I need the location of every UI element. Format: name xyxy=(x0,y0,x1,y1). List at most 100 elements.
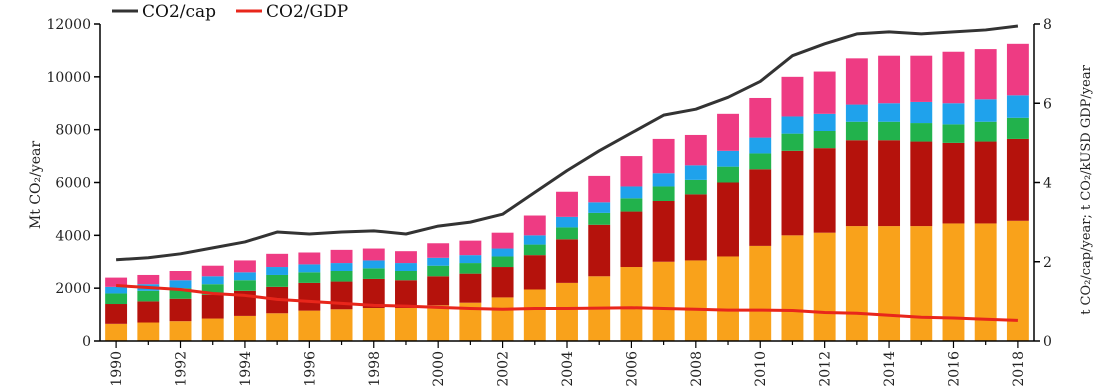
bar-segment-2013-0 xyxy=(845,226,868,341)
bar-segment-1992-2 xyxy=(169,288,192,299)
x-tick-label: 2018 xyxy=(1011,351,1027,387)
bar-segment-2000-1 xyxy=(427,276,450,306)
bar-segment-2002-4 xyxy=(491,232,514,249)
bar-segment-2011-3 xyxy=(781,116,804,134)
bar-segment-2013-3 xyxy=(845,104,868,122)
y-right-tick-label: 4 xyxy=(1043,176,1052,192)
bar-segment-1992-3 xyxy=(169,280,192,289)
bar-segment-1999-4 xyxy=(395,251,417,264)
bar-segment-2009-3 xyxy=(717,150,739,167)
bar-segment-2017-1 xyxy=(974,141,997,224)
y-left-tick-label: 8000 xyxy=(55,123,91,139)
bar-segment-2018-1 xyxy=(1006,138,1029,221)
bar-stack-group xyxy=(105,43,1029,341)
bar-segment-1997-0 xyxy=(330,309,353,341)
bar-segment-2007-2 xyxy=(652,186,675,201)
bar-segment-2005-3 xyxy=(588,202,611,213)
bar-segment-2017-3 xyxy=(974,99,997,122)
x-tick-label: 2016 xyxy=(946,351,962,387)
bar-segment-2006-3 xyxy=(620,186,643,199)
y-right-tick-label: 8 xyxy=(1043,17,1052,33)
bar-segment-2009-4 xyxy=(717,113,739,151)
bar-segment-2008-1 xyxy=(684,194,707,261)
bar-segment-1996-4 xyxy=(298,252,321,265)
bar-segment-2007-0 xyxy=(652,261,675,341)
bar-segment-2001-0 xyxy=(459,302,482,341)
bar-segment-2004-4 xyxy=(556,191,578,217)
bar-segment-2014-3 xyxy=(878,103,901,122)
bar-segment-2005-4 xyxy=(588,175,611,203)
bar-segment-2011-4 xyxy=(781,76,804,117)
bar-segment-2016-2 xyxy=(942,124,965,143)
bar-segment-1991-2 xyxy=(137,290,160,302)
x-tick-label: 2002 xyxy=(496,351,512,387)
bar-segment-2000-0 xyxy=(427,305,450,341)
bar-segment-1993-3 xyxy=(201,276,224,285)
x-tick-label: 2014 xyxy=(882,351,898,387)
bar-segment-2017-4 xyxy=(974,49,997,100)
line-co2-gdp xyxy=(116,284,1018,322)
bar-segment-1996-2 xyxy=(298,272,321,283)
bar-segment-2018-4 xyxy=(1006,43,1029,96)
bar-segment-1994-2 xyxy=(233,280,256,291)
bar-segment-1995-3 xyxy=(266,267,289,275)
y-left-tick-label: 2000 xyxy=(55,281,91,297)
bar-segment-2015-4 xyxy=(910,55,933,102)
bar-segment-2004-1 xyxy=(556,239,578,283)
bar-segment-1995-2 xyxy=(266,274,289,287)
legend-label-co2-cap: CO2/cap xyxy=(142,2,216,22)
bar-segment-2005-2 xyxy=(588,212,611,225)
bar-segment-1999-0 xyxy=(395,307,417,341)
bar-segment-2014-0 xyxy=(878,226,901,341)
bar-segment-2015-3 xyxy=(910,101,933,124)
y-left-tick-label: 6000 xyxy=(55,176,91,192)
y-left-tick-label: 4000 xyxy=(55,228,91,244)
bar-segment-2011-0 xyxy=(781,235,804,341)
bar-segment-1999-2 xyxy=(395,271,417,281)
bar-segment-2011-2 xyxy=(781,133,804,151)
bar-segment-1994-4 xyxy=(233,260,256,273)
bar-segment-1992-0 xyxy=(169,321,192,341)
bar-segment-1996-1 xyxy=(298,282,321,311)
bar-segment-1995-0 xyxy=(266,313,289,341)
x-tick-label: 2008 xyxy=(689,351,705,387)
bar-segment-2014-2 xyxy=(878,121,901,141)
bar-segment-2001-4 xyxy=(459,240,482,256)
bar-segment-1999-3 xyxy=(395,263,417,271)
bar-segment-2006-4 xyxy=(620,156,643,187)
bar-segment-1994-3 xyxy=(233,272,256,281)
bar-segment-2015-2 xyxy=(910,123,933,142)
bar-segment-2004-2 xyxy=(556,227,578,240)
bar-segment-1999-1 xyxy=(395,280,417,308)
bar-segment-2009-0 xyxy=(717,256,739,341)
bar-segment-2006-2 xyxy=(620,198,643,212)
bar-segment-1990-0 xyxy=(105,323,128,341)
bar-segment-1994-0 xyxy=(233,315,256,341)
legend: CO2/cap CO2/GDP xyxy=(112,2,348,22)
x-tick-label: 2012 xyxy=(818,351,834,387)
bar-segment-2010-0 xyxy=(749,245,772,341)
bar-segment-2010-1 xyxy=(749,169,772,246)
bar-segment-2003-4 xyxy=(523,215,546,236)
bar-segment-2004-3 xyxy=(556,216,578,228)
bar-segment-1993-1 xyxy=(201,294,224,319)
bar-segment-2018-3 xyxy=(1006,95,1029,118)
bar-segment-2016-0 xyxy=(942,223,965,341)
bar-segment-2002-3 xyxy=(491,248,514,257)
axes: 0 2000 4000 6000 8000 10000 12000 0 2 4 6 8 1990 1992… xyxy=(46,17,1052,387)
bar-segment-2002-0 xyxy=(491,297,514,341)
bar-segment-1998-3 xyxy=(362,260,385,269)
bar-segment-2009-2 xyxy=(717,166,739,183)
bar-segment-2012-0 xyxy=(813,232,836,341)
x-tick-label: 2004 xyxy=(560,351,576,387)
bar-segment-1993-0 xyxy=(201,318,224,341)
bar-segment-2011-1 xyxy=(781,150,804,236)
bar-segment-2008-3 xyxy=(684,165,707,180)
bar-segment-1998-4 xyxy=(362,248,385,261)
bar-segment-2016-4 xyxy=(942,51,965,104)
bar-segment-2002-1 xyxy=(491,267,514,298)
bar-segment-2014-4 xyxy=(878,55,901,104)
bar-segment-2012-2 xyxy=(813,130,836,149)
bar-segment-2013-1 xyxy=(845,140,868,227)
